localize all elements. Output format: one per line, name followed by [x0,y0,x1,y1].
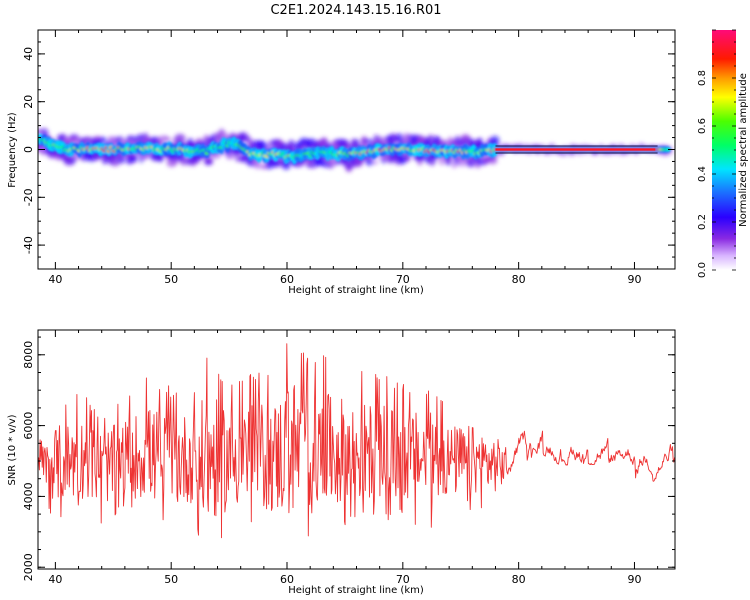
y-tick-label: -20 [22,188,35,206]
y-tick-label: 20 [22,95,35,109]
spectrogram-core [38,133,671,165]
spectrogram-halo-blob [162,137,172,142]
colorbar-tick-label: 0.8 [697,70,708,86]
x-tick-label: 40 [48,273,62,286]
colorbar: 0.0 0.2 0.4 0.6 0.8 Normalized spectral ampl… [697,29,749,278]
spectrogram-halo-blob [306,163,318,169]
x-tick-label: 90 [627,573,641,586]
colorbar-label: Normalized spectral amplitude [738,73,749,227]
spectrogram-halo-blob [490,135,500,145]
snr-axis-ticks: 40 50 60 70 80 90 2000 4000 6000 8000 [22,330,675,586]
y-tick-label: 6000 [22,412,35,440]
snr-y-label: SNR (10 * v/v) [7,414,18,485]
x-tick-label: 90 [627,273,641,286]
spectrogram-halo-blob [128,156,137,161]
spectrogram-halo-blob [208,137,218,143]
spectrogram-halo-blob [99,136,107,143]
y-tick-label: 8000 [22,341,35,369]
spectrogram-halo-blob [188,158,201,164]
y-tick-label: 2000 [22,553,35,581]
spectrogram-halo-blob [320,137,328,145]
x-tick-label: 70 [396,273,410,286]
spectrogram-halo-blob [281,161,291,170]
x-tick-label: 80 [512,273,526,286]
spectrogram-halo-blob [364,139,374,144]
x-tick-label: 60 [280,273,294,286]
spectrogram-halo-blob [206,156,213,164]
spectrogram-halo-blob [477,137,483,144]
spectrogram-x-label: Height of straight line (km) [288,285,424,296]
spectrogram-halo-blob [456,162,469,167]
colorbar-gradient [712,30,736,270]
spectrogram-y-label: Frequency (Hz) [7,112,18,188]
colorbar-tick-label: 0.2 [697,214,708,230]
spectrogram-halo-blob [136,133,146,142]
snr-panel: 40 50 60 70 80 90 2000 4000 6000 8000 Height of s… [7,329,676,596]
spectrogram-heatmap [38,128,674,173]
spectrogram-halo-blob [117,157,126,164]
spectrogram-halo-blob [365,159,374,166]
x-tick-label: 60 [280,573,294,586]
snr-x-label: Height of straight line (km) [288,585,424,596]
spectrogram-halo-blob [438,155,446,166]
y-tick-label: 4000 [22,482,35,510]
x-tick-label: 70 [396,573,410,586]
colorbar-tick-label: 0.6 [697,118,708,134]
y-tick-label: -40 [22,236,35,254]
spectrogram-halo-blob [387,156,395,164]
spectrogram-halo-blob [350,138,358,146]
y-tick-label: 40 [22,47,35,61]
spectrogram-panel: 40 50 60 70 80 90 -40 -20 0 20 40 Height of straig… [7,29,676,296]
snr-series-line [38,343,675,539]
x-tick-label: 50 [164,573,178,586]
colorbar-tick-label: 0.0 [697,262,708,278]
y-tick-label: 0 [22,146,35,153]
spectrogram-core-blob [665,147,670,152]
x-tick-label: 50 [164,273,178,286]
figure-title: C2E1.2024.143.15.16.R01 [270,3,441,18]
colorbar-ticks: 0.0 0.2 0.4 0.6 0.8 [697,29,736,278]
x-tick-label: 40 [48,573,62,586]
spectrogram-axis-ticks: 40 50 60 70 80 90 -40 -20 0 20 40 [22,29,675,286]
spectrogram-halo-blob [460,134,471,143]
colorbar-tick-label: 0.4 [697,166,708,182]
x-tick-label: 80 [512,573,526,586]
spectrogram-halo-blob [372,160,379,165]
spectrogram-halo-blob [86,136,91,143]
